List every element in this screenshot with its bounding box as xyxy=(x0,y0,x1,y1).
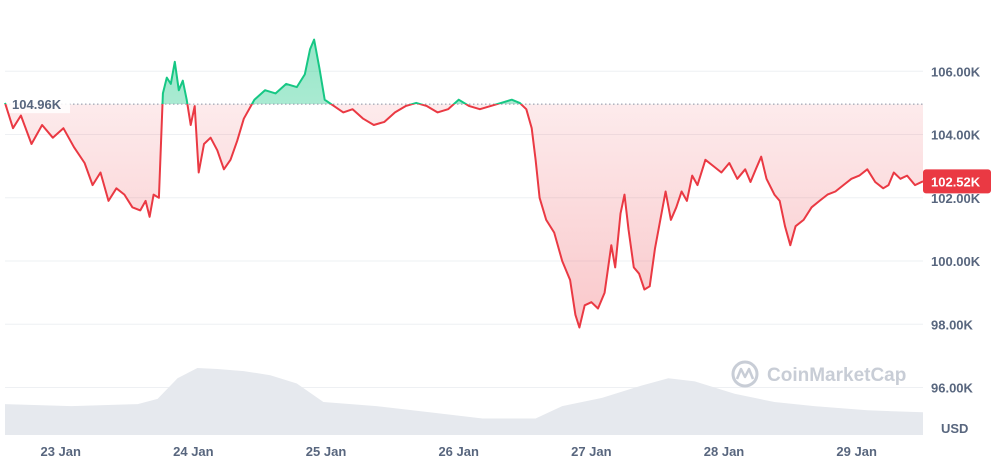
watermark: CoinMarketCap xyxy=(731,360,906,388)
watermark-text: CoinMarketCap xyxy=(767,365,906,386)
coinmarketcap-logo-icon xyxy=(731,360,759,388)
price-line-above xyxy=(4,38,523,105)
current-price-label: 102.52K xyxy=(931,174,981,189)
x-tick-label: 26 Jan xyxy=(438,444,479,459)
price-line xyxy=(4,38,924,329)
volume-area xyxy=(5,368,923,435)
x-tick-label: 27 Jan xyxy=(571,444,612,459)
x-tick-label: 29 Jan xyxy=(836,444,877,459)
x-tick-label: 24 Jan xyxy=(173,444,214,459)
y-tick-label: 100.00K xyxy=(931,254,981,269)
currency-unit-label: USD xyxy=(941,421,968,436)
y-tick-label: 96.00K xyxy=(931,381,974,396)
y-tick-label: 102.00K xyxy=(931,191,981,206)
x-tick-label: 23 Jan xyxy=(40,444,81,459)
y-tick-label: 98.00K xyxy=(931,317,974,332)
reference-price-label: 104.96K xyxy=(12,97,62,112)
reference-line-group: 104.96K xyxy=(5,95,923,114)
y-axis: 96.00K 98.00K 100.00K 102.00K 104.00K 106.00K xyxy=(931,64,981,395)
x-axis: 23 Jan 24 Jan 25 Jan 26 Jan 27 Jan 28 Jan 29 J… xyxy=(40,444,876,459)
y-tick-label: 106.00K xyxy=(931,64,981,79)
y-tick-label: 104.00K xyxy=(931,128,981,143)
x-tick-label: 28 Jan xyxy=(704,444,745,459)
volume-area-shape xyxy=(5,368,923,435)
reference-label-bg xyxy=(8,95,70,114)
x-tick-label: 25 Jan xyxy=(306,444,347,459)
price-fill xyxy=(5,39,923,328)
current-price-badge-bg xyxy=(923,169,991,194)
price-line-below xyxy=(4,104,924,329)
current-price-badge: 102.52K xyxy=(923,169,991,194)
price-fill-below xyxy=(5,104,923,328)
